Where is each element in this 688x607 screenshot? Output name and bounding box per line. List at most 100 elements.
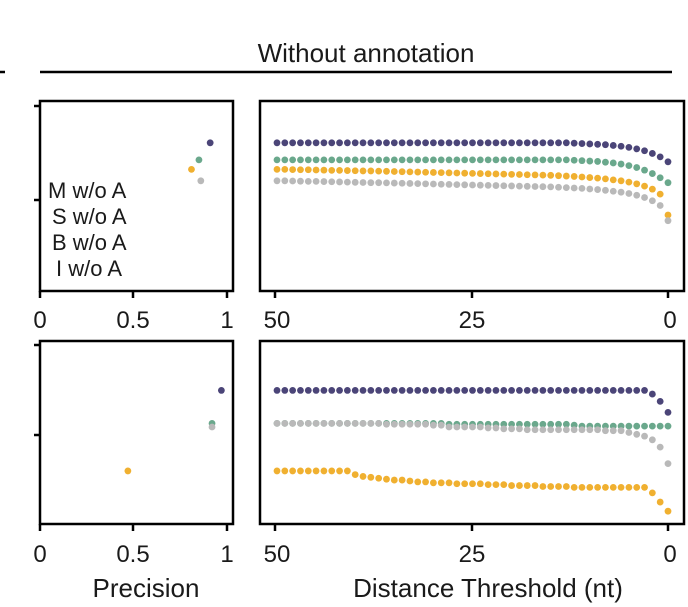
data-point-i — [297, 419, 304, 427]
data-point-m — [570, 139, 578, 147]
data-point-b — [359, 156, 367, 164]
data-point-m — [531, 387, 539, 394]
data-point-m — [430, 387, 437, 394]
data-point-s — [320, 467, 328, 475]
data-point-m — [562, 139, 570, 147]
data-point-s — [445, 169, 453, 177]
data-point-m — [414, 387, 422, 394]
data-point-i — [281, 419, 289, 427]
data-point-m — [594, 387, 602, 394]
data-point-s — [656, 498, 664, 506]
data-point-i — [516, 182, 523, 190]
data-point-i — [367, 419, 375, 427]
data-point-b — [195, 156, 203, 164]
data-point-b — [445, 156, 453, 164]
data-point-s — [633, 180, 641, 188]
data-point-m — [664, 408, 672, 416]
data-point-m — [492, 139, 500, 147]
data-point-m — [336, 387, 343, 394]
data-point-b — [375, 156, 383, 164]
data-point-s — [531, 482, 539, 489]
data-point-s — [437, 169, 445, 177]
data-point-s — [586, 484, 594, 491]
data-point-m — [445, 387, 453, 394]
data-point-s — [484, 170, 492, 178]
data-point-m — [531, 139, 539, 147]
data-point-s — [461, 480, 469, 488]
data-point-i — [555, 426, 562, 434]
data-point-m — [437, 139, 445, 147]
data-point-i — [359, 179, 367, 186]
data-point-s — [539, 483, 547, 490]
data-point-s — [343, 167, 351, 174]
data-point-m — [500, 387, 508, 394]
data-point-b — [289, 156, 297, 164]
data-point-b — [516, 156, 523, 164]
data-point-s — [375, 474, 383, 482]
data-point-i — [445, 423, 453, 431]
data-point-i — [656, 202, 664, 209]
data-point-i — [578, 426, 586, 434]
data-point-m — [320, 387, 328, 394]
data-point-i — [328, 178, 336, 186]
data-point-b — [578, 157, 586, 165]
data-point-s — [297, 166, 304, 174]
data-point-i — [508, 425, 515, 433]
data-point-b — [594, 158, 602, 165]
data-point-s — [547, 483, 555, 490]
data-point-s — [398, 476, 406, 484]
data-point-m — [484, 139, 492, 147]
data-point-s — [406, 477, 414, 485]
data-point-i — [476, 423, 484, 431]
legend-entry-b: B w/o A — [52, 230, 127, 255]
data-point-m — [297, 387, 304, 394]
x-tick-label: 50 — [264, 541, 291, 568]
data-point-b — [531, 156, 539, 164]
data-point-m — [304, 139, 312, 147]
data-point-m — [328, 139, 336, 147]
data-point-m — [469, 387, 476, 394]
data-point-m — [476, 139, 484, 147]
data-point-s — [664, 211, 672, 219]
data-point-b — [336, 156, 343, 164]
data-point-i — [383, 179, 390, 187]
data-point-m — [390, 387, 398, 394]
data-point-s — [633, 484, 641, 491]
data-point-m — [648, 390, 656, 398]
data-point-i — [586, 426, 594, 434]
data-point-i — [343, 178, 351, 186]
data-point-m — [206, 139, 214, 147]
data-point-s — [312, 166, 320, 174]
data-point-s — [617, 177, 625, 185]
data-point-i — [648, 436, 656, 444]
data-point-m — [562, 387, 570, 394]
x-axis-label-precision: Precision — [93, 573, 200, 603]
data-point-b — [570, 156, 578, 164]
data-point-b — [664, 422, 672, 430]
data-point-i — [375, 419, 383, 427]
data-point-b — [602, 158, 609, 166]
data-point-i — [469, 181, 476, 189]
panel-frame — [258, 99, 686, 293]
data-point-s — [625, 484, 633, 491]
data-point-s — [609, 176, 617, 184]
panel-bottom-left: 0 0.5 1 — [33, 339, 235, 568]
data-point-s — [367, 167, 375, 175]
data-point-i — [208, 423, 216, 431]
data-point-i — [304, 177, 312, 185]
data-point-m — [516, 387, 523, 394]
data-point-m — [312, 139, 320, 147]
data-point-i — [500, 182, 508, 190]
data-point-i — [422, 420, 429, 428]
data-point-i — [633, 191, 641, 199]
data-point-m — [383, 387, 390, 394]
data-point-b — [390, 156, 398, 164]
x-tick-label: 0 — [33, 541, 46, 568]
data-point-m — [633, 145, 641, 153]
data-point-m — [461, 139, 469, 147]
data-point-m — [578, 140, 586, 147]
data-point-m — [578, 387, 586, 394]
data-point-s — [609, 484, 617, 491]
data-point-i — [617, 188, 625, 196]
